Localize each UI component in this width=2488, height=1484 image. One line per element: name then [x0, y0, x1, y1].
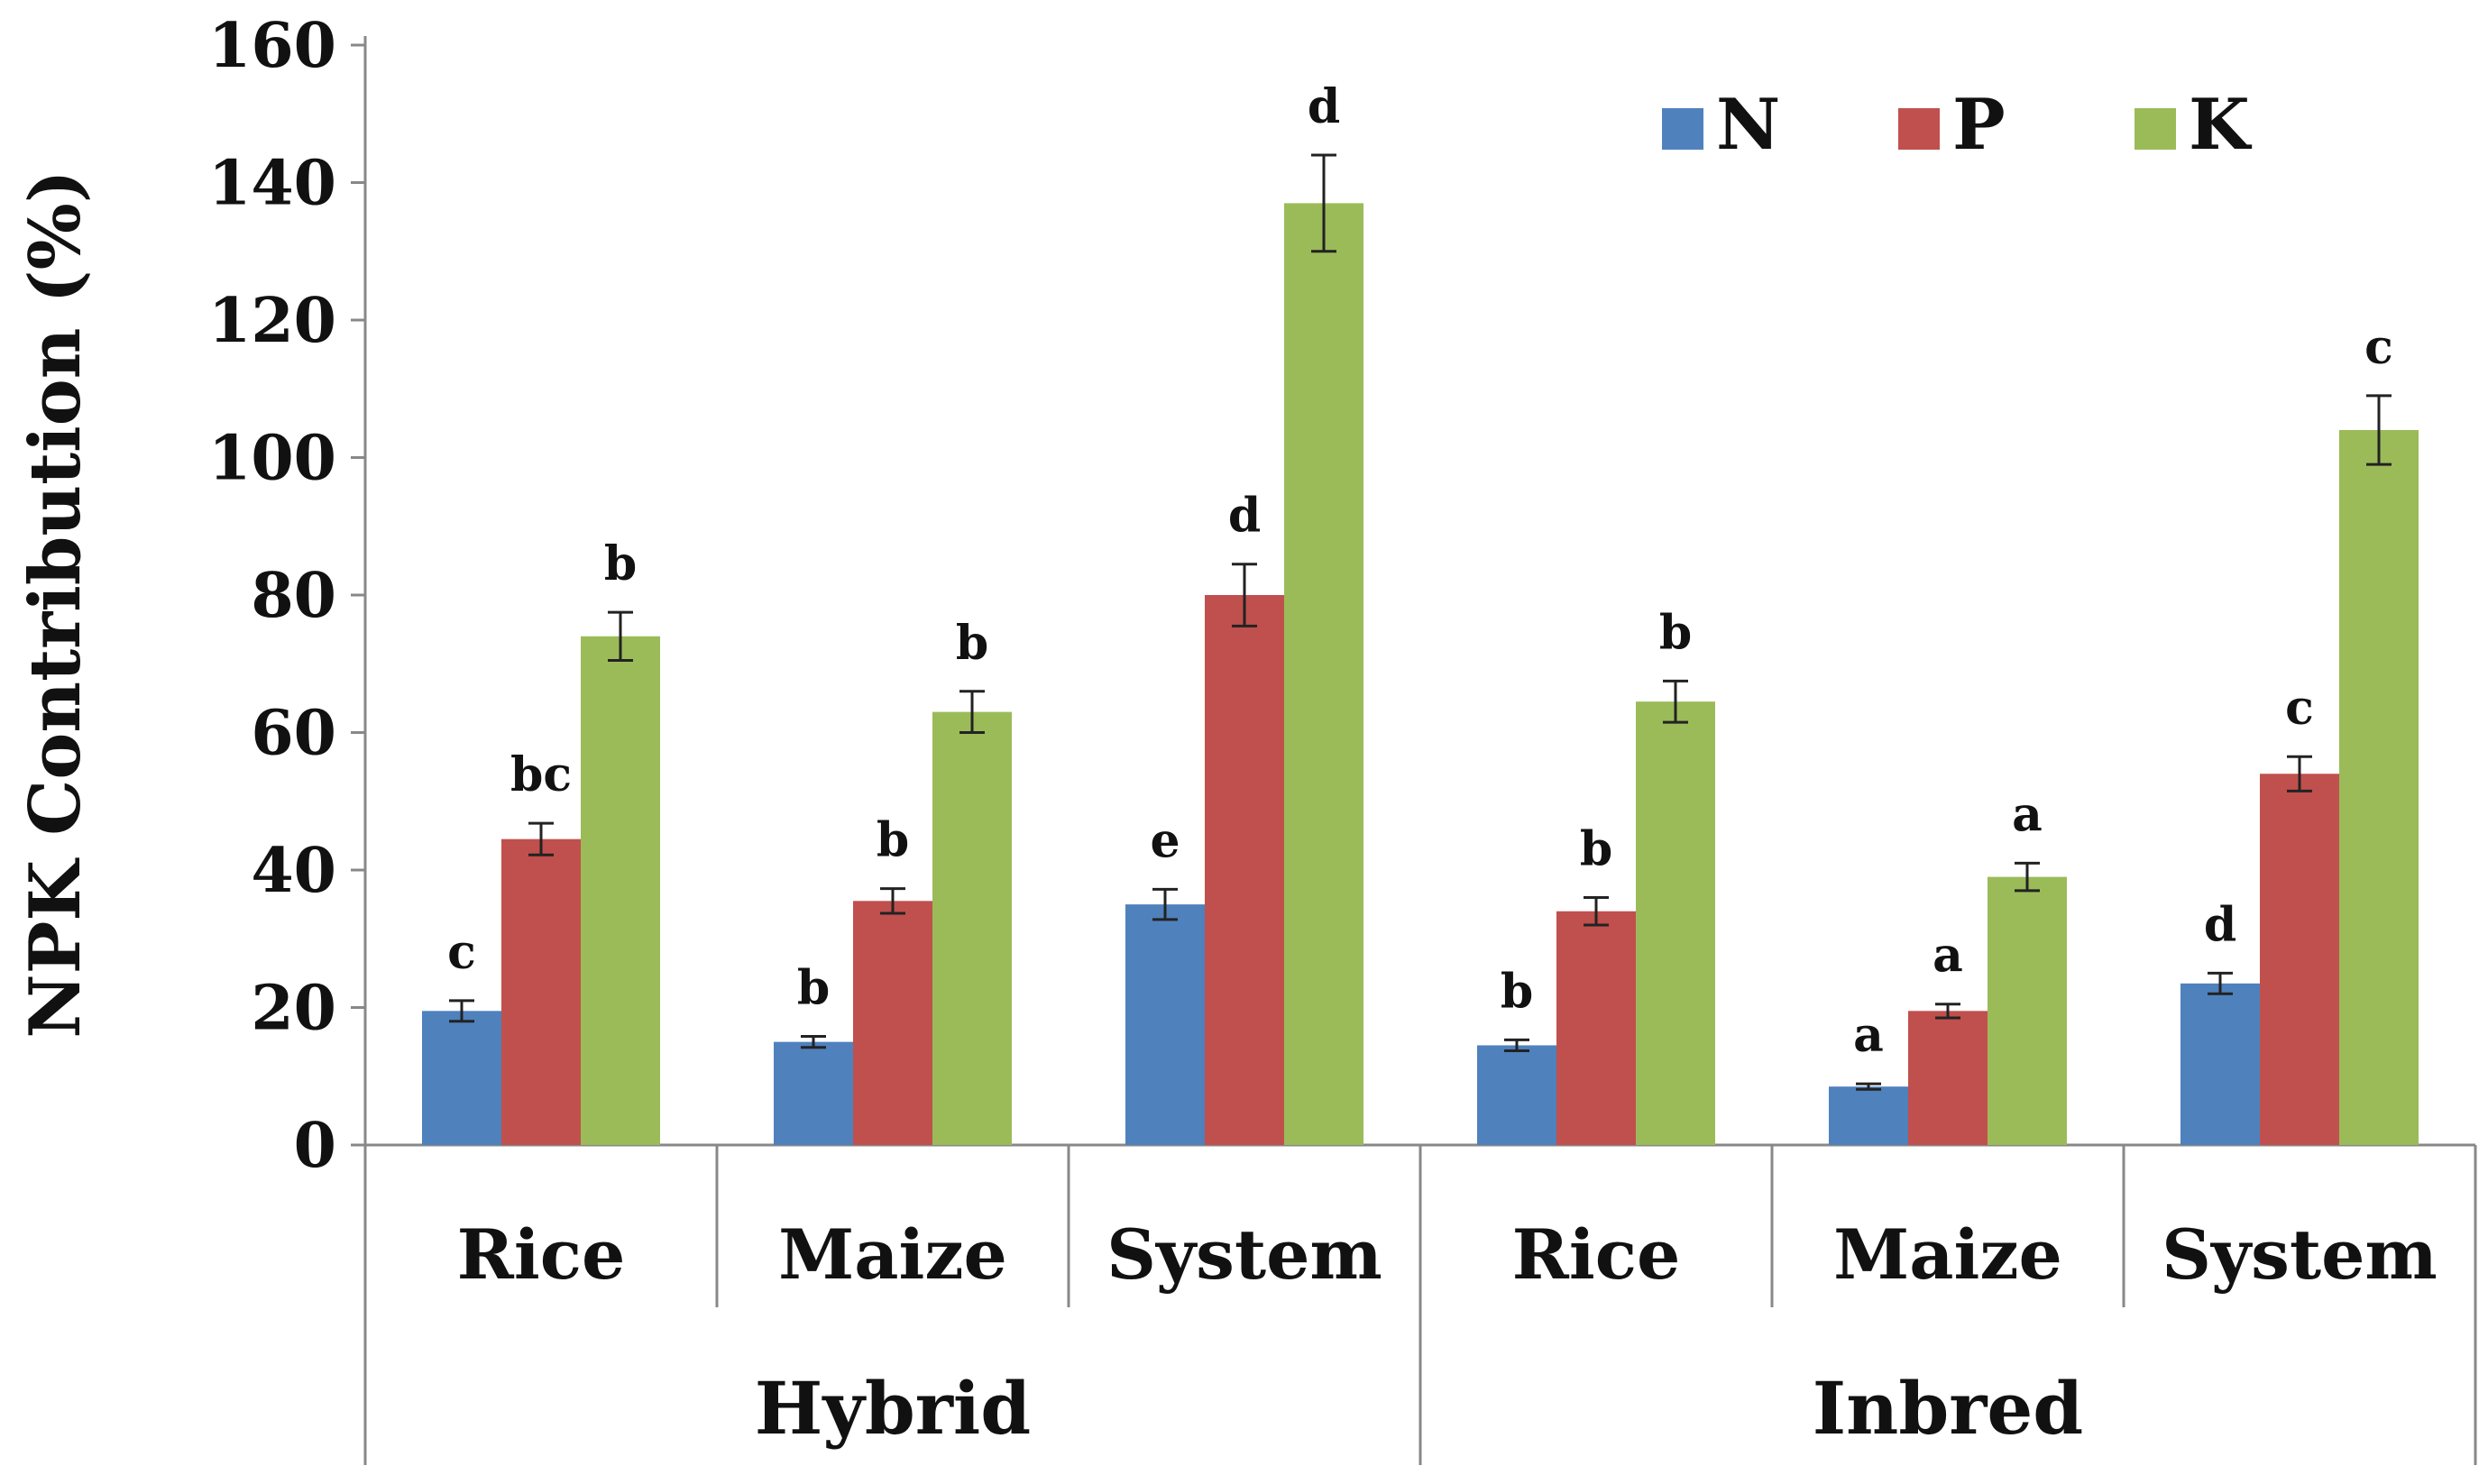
legend-label-P: P	[1952, 84, 2006, 166]
significance-letter: c	[2364, 320, 2393, 375]
bar-P	[2260, 774, 2339, 1145]
bar-N	[1829, 1086, 1908, 1145]
bars-layer	[422, 153, 2419, 1145]
significance-letter: d	[2204, 897, 2236, 952]
significance-letter: b	[877, 813, 909, 868]
y-tick-label: 140	[208, 148, 336, 220]
significance-letter: c	[447, 925, 476, 980]
bar-N	[1125, 904, 1205, 1145]
significance-letter: b	[1659, 605, 1692, 660]
bar-P	[1908, 1011, 1988, 1145]
bar-P	[853, 901, 932, 1145]
significance-letter: d	[1228, 489, 1261, 544]
significance-letter: c	[2285, 681, 2314, 736]
category-label: Rice	[457, 1214, 626, 1295]
bar-P	[1205, 595, 1284, 1145]
bar-N	[2180, 983, 2260, 1145]
significance-letter: bc	[510, 747, 572, 802]
significance-letter: a	[1933, 929, 1963, 984]
category-label: System	[2162, 1214, 2438, 1295]
bar-K	[1636, 701, 1715, 1145]
labels-layer: 0 20 40 60 80 100 120 140 160 Rice Maize System Rice…	[208, 10, 2438, 1451]
significance-letter: b	[1501, 964, 1533, 1019]
bar-K	[581, 636, 660, 1145]
group-label: Hybrid	[755, 1366, 1031, 1451]
legend-label-N: N	[1716, 84, 1780, 166]
significance-letter: b	[956, 616, 988, 671]
significance-letter: d	[1308, 79, 1340, 134]
legend-swatch-P	[1898, 108, 1940, 150]
axes-layer	[351, 36, 2477, 1465]
y-axis-label: NPK Contribution (%)	[14, 169, 96, 1038]
y-tick-label: 160	[208, 10, 336, 82]
legend-label-K: K	[2189, 84, 2253, 166]
category-label: System	[1106, 1214, 1382, 1295]
bar-K	[1988, 876, 2067, 1145]
bar-P	[1556, 911, 1636, 1145]
y-tick-label: 120	[208, 285, 336, 357]
y-tick-label: 60	[251, 698, 336, 770]
bar-K	[1284, 203, 1363, 1145]
significance-letter: b	[797, 961, 830, 1016]
significance-letter: a	[2012, 787, 2043, 842]
y-tick-label: 0	[294, 1110, 336, 1182]
category-label: Maize	[1833, 1214, 2062, 1295]
category-label: Maize	[778, 1214, 1007, 1295]
y-tick-label: 100	[208, 423, 336, 495]
bar-K	[2339, 430, 2419, 1145]
category-label: Rice	[1512, 1214, 1681, 1295]
y-tick-label: 40	[251, 835, 336, 907]
significance-letter: b	[604, 536, 637, 591]
bar-K	[932, 711, 1012, 1145]
legend-swatch-N	[1662, 108, 1703, 150]
significance-letter: e	[1150, 813, 1180, 868]
group-label: Inbred	[1813, 1366, 2084, 1451]
bar-N	[774, 1041, 853, 1145]
bar-N	[1477, 1045, 1556, 1145]
significance-letter: a	[1853, 1008, 1884, 1063]
y-tick-label: 80	[251, 560, 336, 632]
bar-P	[501, 838, 581, 1145]
significance-letter: b	[1580, 822, 1612, 877]
bar-N	[422, 1011, 501, 1145]
y-tick-label: 20	[251, 973, 336, 1045]
legend-swatch-K	[2135, 108, 2176, 150]
